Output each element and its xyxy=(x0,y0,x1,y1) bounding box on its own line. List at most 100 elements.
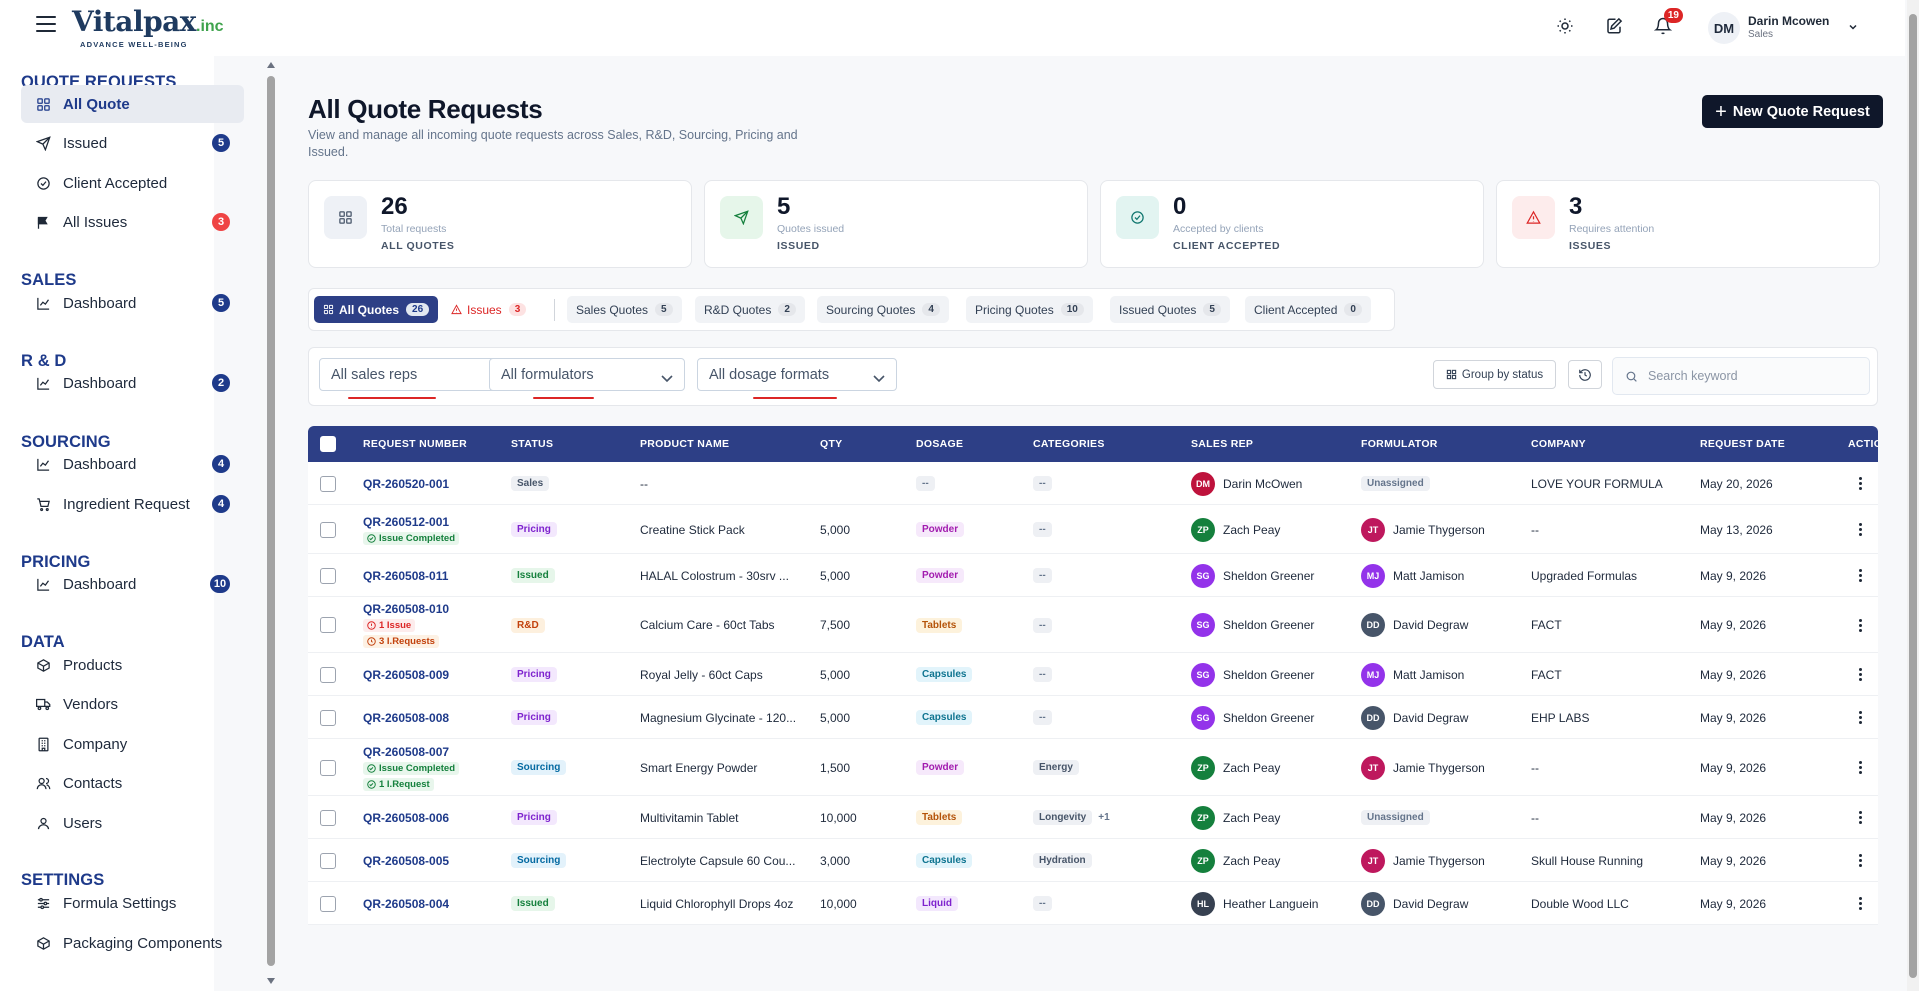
tab-issues[interactable]: Issues 3 xyxy=(442,296,535,323)
issue-tag[interactable]: 1 Issue xyxy=(363,619,416,632)
sidebar-item-rd-dashboard[interactable]: Dashboard 2 xyxy=(21,364,244,402)
more-vertical-icon[interactable] xyxy=(1855,893,1866,914)
more-vertical-icon[interactable] xyxy=(1855,757,1866,778)
row-checkbox[interactable] xyxy=(320,554,336,597)
request-number-link[interactable]: QR-260508-011 xyxy=(363,568,449,583)
info-request-tag[interactable]: 3 I.Requests xyxy=(363,635,439,648)
issue-completed-tag[interactable]: Issue Completed xyxy=(363,531,460,545)
stat-card-issues[interactable]: 3 Requires attention ISSUES xyxy=(1496,180,1880,268)
sidebar-item-client-accepted[interactable]: Client Accepted xyxy=(21,164,244,202)
more-vertical-icon[interactable] xyxy=(1855,707,1866,728)
more-vertical-icon[interactable] xyxy=(1855,850,1866,871)
request-number-link[interactable]: QR-260508-005 xyxy=(363,853,450,868)
table-row[interactable]: QR-260508-009 Pricing Royal Jelly - 60ct C… xyxy=(308,653,1878,696)
column-header-sales-rep[interactable]: SALES REP xyxy=(1191,438,1254,450)
tab-rd-quotes[interactable]: R&D Quotes 2 xyxy=(695,296,805,323)
user-menu[interactable]: DM Darin Mcowen Sales xyxy=(1708,12,1859,44)
sidebar-item-sales-dashboard[interactable]: Dashboard 5 xyxy=(21,284,244,322)
request-number-link[interactable]: QR-260508-007 xyxy=(363,744,450,759)
row-checkbox[interactable] xyxy=(320,653,336,696)
more-vertical-icon[interactable] xyxy=(1855,565,1866,586)
tab-client-accepted[interactable]: Client Accepted 0 xyxy=(1245,296,1371,323)
table-row[interactable]: QR-260508-006 Pricing Multivitamin Tablet 1… xyxy=(308,796,1878,839)
more-vertical-icon[interactable] xyxy=(1855,807,1866,828)
request-number-link[interactable]: QR-260508-006 xyxy=(363,810,450,825)
more-vertical-icon[interactable] xyxy=(1855,615,1866,636)
row-checkbox[interactable] xyxy=(320,505,336,554)
row-checkbox[interactable] xyxy=(320,839,336,882)
sidebar-item-issued[interactable]: Issued 5 xyxy=(21,124,244,162)
request-number-link[interactable]: QR-260512-001 xyxy=(363,514,450,529)
tab-all-quotes[interactable]: All Quotes 26 xyxy=(314,296,439,323)
sidebar-item-company[interactable]: Company xyxy=(21,725,244,763)
request-number-link[interactable]: QR-260508-008 xyxy=(363,710,450,725)
formulators-select[interactable]: All formulators xyxy=(489,358,685,391)
tab-sales-quotes[interactable]: Sales Quotes 5 xyxy=(567,296,682,323)
logo[interactable]: Vitalpax.inc ADVANCE WELL-BEING xyxy=(72,8,224,50)
row-checkbox[interactable] xyxy=(320,739,336,796)
column-header-product-name[interactable]: PRODUCT NAME xyxy=(640,438,730,450)
column-header-qty[interactable]: QTY xyxy=(820,438,843,450)
bell-icon[interactable]: 19 xyxy=(1652,8,1683,37)
theme-sun-icon[interactable] xyxy=(1554,15,1576,37)
sidebar-item-sourcing-dashboard[interactable]: Dashboard 4 xyxy=(21,445,244,483)
more-vertical-icon[interactable] xyxy=(1855,519,1866,540)
tab-issued-quotes[interactable]: Issued Quotes 5 xyxy=(1110,296,1230,323)
page-scrollbar[interactable] xyxy=(1907,0,1919,991)
sidebar-item-pricing-dashboard[interactable]: Dashboard 10 xyxy=(21,565,244,603)
issue-completed-tag[interactable]: Issue Completed xyxy=(363,761,460,775)
request-number-link[interactable]: QR-260508-004 xyxy=(363,896,450,911)
more-categories-count[interactable]: +1 xyxy=(1098,812,1110,823)
group-by-status-button[interactable]: Group by status xyxy=(1433,360,1556,389)
column-header-categories[interactable]: CATEGORIES xyxy=(1033,438,1105,450)
more-vertical-icon[interactable] xyxy=(1855,473,1866,494)
more-vertical-icon[interactable] xyxy=(1855,664,1866,685)
stat-card-client-accepted[interactable]: 0 Accepted by clients CLIENT ACCEPTED xyxy=(1100,180,1484,268)
stat-card-issued[interactable]: 5 Quotes issued ISSUED xyxy=(704,180,1088,268)
table-row[interactable]: QR-260508-007 Issue Completed 1 I.Request S… xyxy=(308,739,1878,796)
sidebar-item-contacts[interactable]: Contacts xyxy=(21,764,244,802)
column-header-company[interactable]: COMPANY xyxy=(1531,438,1586,450)
sidebar-item-packaging-components[interactable]: Packaging Components xyxy=(21,924,244,962)
row-checkbox[interactable] xyxy=(320,696,336,739)
table-row[interactable]: QR-260508-011 Issued HALAL Colostrum - 30s… xyxy=(308,554,1878,597)
row-checkbox[interactable] xyxy=(320,462,336,505)
sidebar-item-users[interactable]: Users xyxy=(21,804,244,842)
sidebar-item-all-issues[interactable]: All Issues 3 xyxy=(21,203,244,241)
column-header-formulator[interactable]: FORMULATOR xyxy=(1361,438,1438,450)
request-number-link[interactable]: QR-260508-009 xyxy=(363,667,450,682)
table-row[interactable]: QR-260508-004 Issued Liquid Chlorophyll Dr… xyxy=(308,882,1878,925)
search-input[interactable] xyxy=(1648,369,1848,383)
dosage-formats-select[interactable]: All dosage formats xyxy=(697,358,897,391)
sidebar-item-all-quote[interactable]: All Quote xyxy=(21,85,244,123)
column-header-request-date[interactable]: REQUEST DATE xyxy=(1700,438,1786,450)
request-number-link[interactable]: QR-260508-010 xyxy=(363,602,450,616)
row-checkbox[interactable] xyxy=(320,796,336,839)
sidebar-item-ingredient-request[interactable]: Ingredient Request 4 xyxy=(21,485,244,523)
sidebar-item-products[interactable]: Products xyxy=(21,646,244,684)
column-header-request-number[interactable]: REQUEST NUMBER xyxy=(363,438,467,450)
column-header-dosage[interactable]: DOSAGE xyxy=(916,438,964,450)
sales-reps-select[interactable]: All sales reps xyxy=(319,358,516,391)
new-quote-request-button[interactable]: + New Quote Request xyxy=(1702,95,1883,128)
sidebar-item-vendors[interactable]: Vendors xyxy=(21,685,244,723)
table-row[interactable]: QR-260520-001 Sales -- -- -- DM Darin McOwen Un… xyxy=(308,462,1878,505)
history-reset-button[interactable] xyxy=(1568,360,1602,389)
table-row[interactable]: QR-260512-001 Issue Completed Pricing Creat… xyxy=(308,505,1878,554)
menu-icon[interactable] xyxy=(36,16,56,32)
edit-notes-icon[interactable] xyxy=(1603,15,1625,37)
row-checkbox[interactable] xyxy=(320,597,336,653)
select-all-checkbox[interactable] xyxy=(320,426,336,462)
sidebar-scrollbar[interactable] xyxy=(267,62,275,984)
table-row[interactable]: QR-260508-010 1 Issue 3 I.Requests R&D Calci… xyxy=(308,597,1878,653)
column-header-status[interactable]: STATUS xyxy=(511,438,554,450)
stat-card-all-quotes[interactable]: 26 Total requests ALL QUOTES xyxy=(308,180,692,268)
tab-sourcing-quotes[interactable]: Sourcing Quotes 4 xyxy=(817,296,949,323)
sidebar-item-formula-settings[interactable]: Formula Settings xyxy=(21,884,244,922)
request-number-link[interactable]: QR-260520-001 xyxy=(363,476,450,491)
table-row[interactable]: QR-260508-008 Pricing Magnesium Glycinate … xyxy=(308,696,1878,739)
row-checkbox[interactable] xyxy=(320,882,336,925)
column-header-actions[interactable]: ACTIONS xyxy=(1848,438,1878,450)
table-row[interactable]: QR-260508-005 Sourcing Electrolyte Capsule… xyxy=(308,839,1878,882)
issue-completed-tag[interactable]: 1 I.Request xyxy=(363,777,434,791)
